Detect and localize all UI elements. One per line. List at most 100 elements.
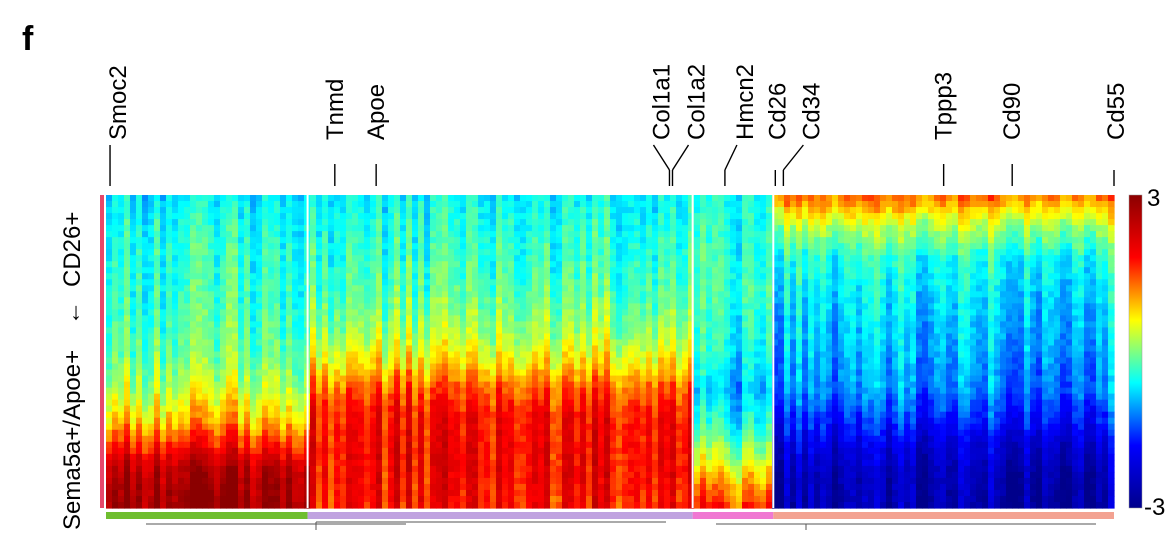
heatmap-cell [310,327,317,335]
heatmap-cell [346,315,353,322]
heatmap-cell [232,393,239,401]
heatmap-cell [142,345,149,353]
heatmap-cell [334,195,341,202]
heatmap-cell [520,213,527,220]
heatmap-cell [346,279,353,286]
heatmap-cell [646,417,653,425]
heatmap-cell [586,417,593,425]
heatmap-cell [502,495,509,503]
heatmap-cell [496,447,503,455]
heatmap-cell [262,459,269,467]
heatmap-cell [130,267,137,274]
heatmap-cell [496,375,503,383]
heatmap-cell [298,477,305,485]
heatmap-cell [670,237,677,244]
heatmap-cell [640,447,647,455]
heatmap-cell [526,207,533,214]
heatmap-cell [298,399,305,407]
heatmap-cell [154,291,161,298]
heatmap-cell [610,417,617,425]
heatmap-cell [298,363,305,371]
heatmap-cell [130,195,137,202]
heatmap-cell [340,243,347,250]
heatmap-cell [148,213,155,220]
heatmap-cell [166,333,173,341]
heatmap-cell [214,195,221,202]
heatmap-cell [430,429,437,437]
heatmap-cell [232,441,239,449]
heatmap-cell [640,417,647,425]
heatmap-column [448,195,455,509]
heatmap-cell [418,369,425,377]
heatmap-cell [262,207,269,214]
heatmap-cell [268,411,275,419]
heatmap-cell [328,303,335,310]
heatmap-cell [568,219,575,226]
heatmap-cell [370,333,377,341]
heatmap-column [670,195,677,509]
heatmap-cell [292,459,299,467]
heatmap-cell [310,279,317,286]
heatmap-cell [646,303,653,310]
heatmap-cell [364,351,371,359]
heatmap-cell [598,243,605,250]
heatmap-cell [472,273,479,280]
heatmap-cell [598,321,605,329]
heatmap-cell [550,357,557,365]
heatmap-cell [334,489,341,497]
heatmap-cell [394,405,401,413]
heatmap-cell [184,255,191,262]
heatmap-cell [250,333,257,341]
heatmap-cell [532,375,539,383]
heatmap-cell [592,291,599,298]
heatmap-cell [274,291,281,298]
heatmap-column [388,195,395,509]
heatmap-cell [652,279,659,286]
heatmap-cell [220,297,227,304]
heatmap-cell [436,447,443,455]
heatmap-cell [124,459,131,467]
heatmap-cell [388,465,395,473]
heatmap-cell [592,315,599,322]
heatmap-cell [616,249,623,256]
heatmap-column [280,195,287,509]
heatmap-cell [496,429,503,437]
heatmap-cell [148,465,155,473]
heatmap-cell [604,297,611,304]
heatmap-cell [346,459,353,467]
heatmap-cell [664,213,671,220]
heatmap-cell [640,249,647,256]
heatmap-cell [622,327,629,335]
heatmap-cell [532,243,539,250]
heatmap-cell [592,489,599,497]
heatmap-cell [586,405,593,413]
heatmap-cell [520,327,527,335]
heatmap-cell [238,297,245,304]
heatmap-cell [550,501,557,509]
heatmap-column [406,195,413,509]
heatmap-cell [268,423,275,431]
heatmap-cell [466,423,473,431]
heatmap-cell [178,207,185,214]
heatmap-cell [118,501,125,509]
heatmap-cell [220,201,227,208]
heatmap-cell [592,195,599,202]
heatmap-cell [652,261,659,268]
heatmap-cell [160,339,167,347]
heatmap-column [226,195,233,509]
heatmap-cell [634,279,641,286]
heatmap-cell [610,429,617,437]
heatmap-cell [616,453,623,461]
heatmap-cell [424,255,431,262]
heatmap-cell [328,309,335,316]
heatmap-cell [604,243,611,250]
heatmap-cell [226,411,233,419]
heatmap-cell [172,261,179,268]
heatmap-cell [514,435,521,443]
heatmap-cell [322,207,329,214]
heatmap-cell [166,495,173,503]
heatmap-cell [226,501,233,509]
heatmap-cell [580,243,587,250]
heatmap-cell [136,225,143,232]
heatmap-column [640,195,647,509]
